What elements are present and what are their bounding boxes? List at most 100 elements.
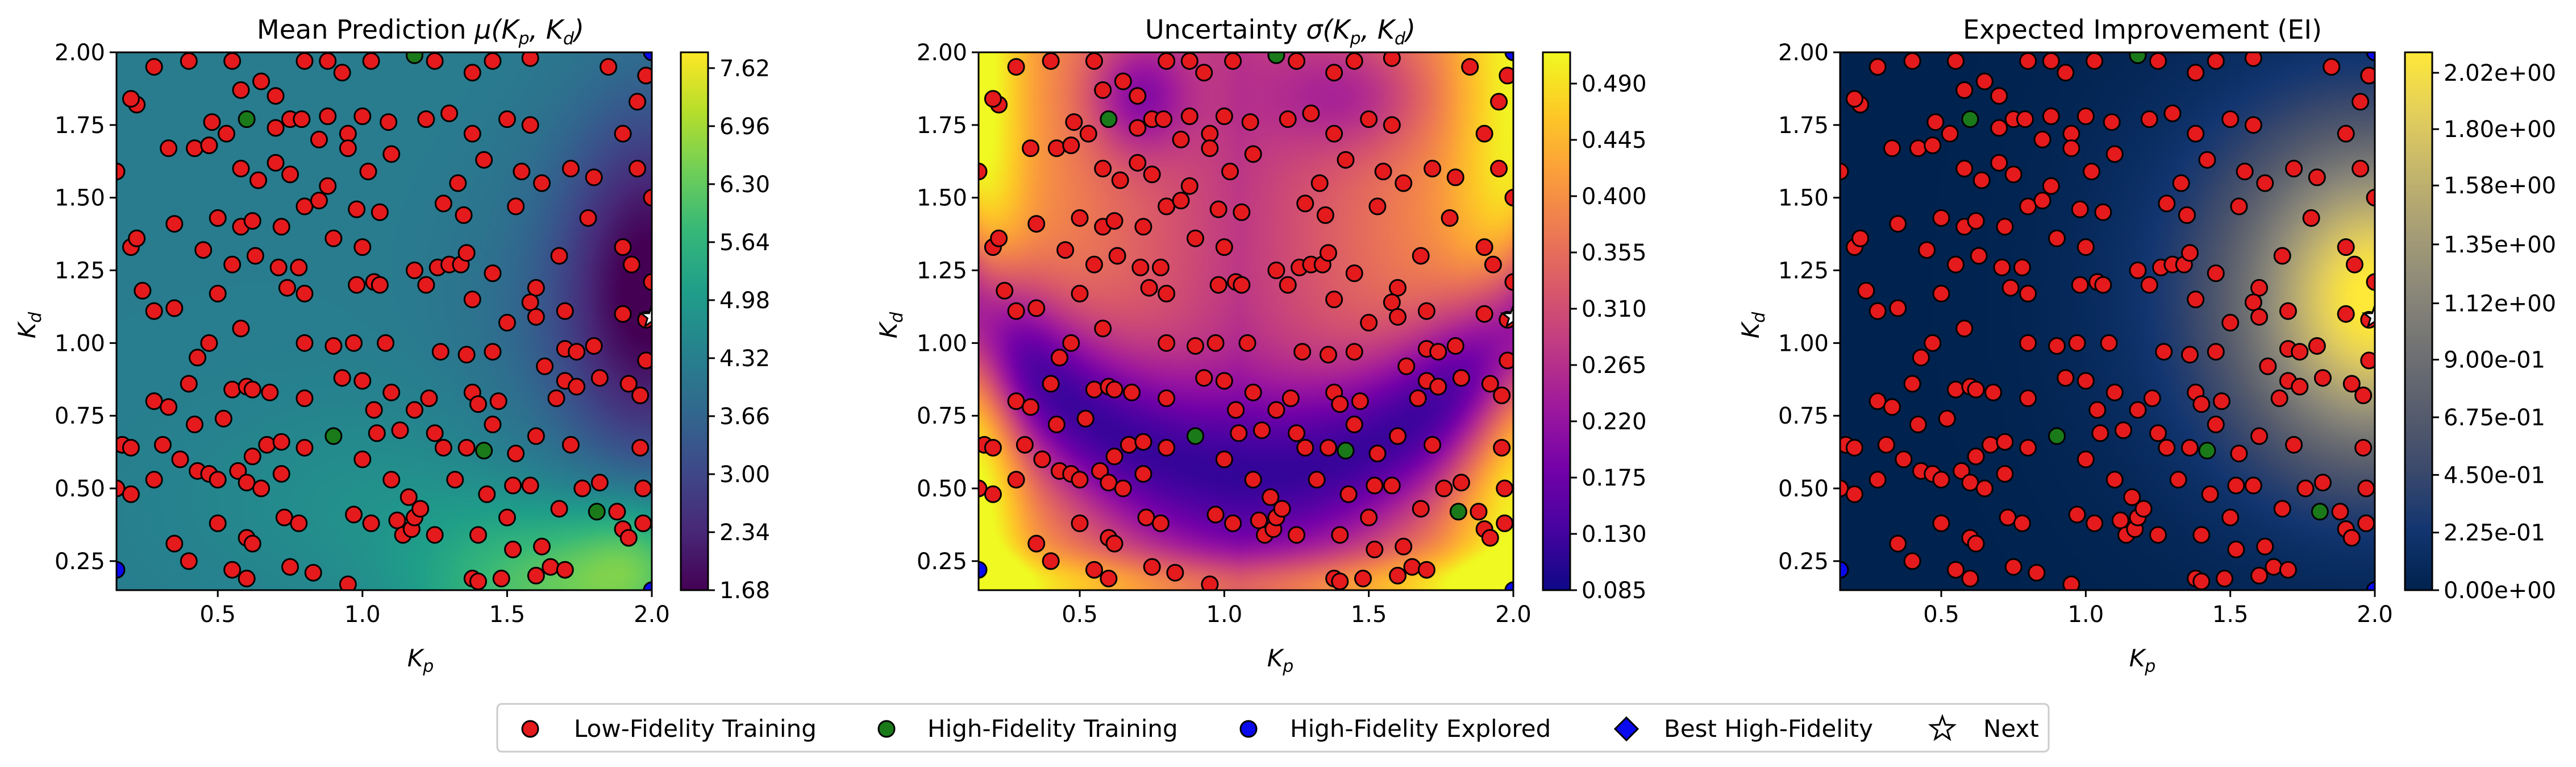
high-fidelity-training-point — [1186, 427, 1204, 445]
low-fidelity-point — [368, 424, 386, 442]
low-fidelity-point — [353, 372, 372, 390]
high-fidelity-explored-point — [116, 561, 126, 579]
low-fidelity-point — [160, 398, 178, 416]
y-tick-label: 2.00 — [55, 40, 105, 66]
low-fidelity-point — [498, 508, 516, 526]
low-fidelity-point — [1895, 450, 1913, 469]
low-fidelity-point — [1496, 514, 1513, 532]
low-fidelity-point — [547, 389, 565, 408]
low-fidelity-point — [180, 552, 198, 570]
low-fidelity-point — [1155, 110, 1173, 128]
low-fidelity-point — [1912, 349, 1930, 367]
colorbar-tick-label: 0.445 — [1582, 127, 1647, 154]
high-fidelity-training-point — [1267, 52, 1285, 64]
x-tick-label: 0.5 — [199, 602, 236, 628]
low-fidelity-point — [2149, 526, 2167, 544]
next-point-star — [2361, 302, 2375, 329]
low-fidelity-point — [2256, 174, 2274, 192]
low-fidelity-point — [556, 561, 574, 579]
low-fidelity-point — [1475, 125, 1493, 143]
next-point-star — [638, 302, 652, 329]
low-fidelity-point — [1279, 110, 1297, 128]
low-fidelity-point — [1047, 139, 1066, 157]
low-fidelity-point — [426, 526, 444, 544]
low-fidelity-point — [2244, 52, 2262, 67]
x-tick-label: 1.0 — [2068, 602, 2104, 628]
y-tick-label: 2.00 — [1778, 40, 1829, 66]
colorbar-tick-label: 0.130 — [1582, 521, 1647, 548]
low-fidelity-point — [498, 110, 516, 128]
low-fidelity-point — [608, 503, 626, 521]
low-fidelity-point — [1845, 485, 1863, 503]
low-fidelity-point — [1114, 479, 1132, 497]
low-fidelity-point — [185, 139, 203, 157]
low-fidelity-point — [1105, 534, 1123, 553]
low-fidelity-point — [1395, 174, 1413, 192]
low-fidelity-point — [619, 529, 638, 547]
low-fidelity-point — [2019, 334, 2037, 352]
low-fidelity-point — [2057, 64, 2075, 82]
low-fidelity-point — [434, 438, 452, 457]
low-fidelity-point — [1366, 540, 1384, 558]
low-fidelity-point — [1100, 474, 1118, 492]
colorbar-tick-label: 4.98 — [719, 288, 770, 314]
heatmap-image — [116, 52, 652, 590]
low-fidelity-point — [590, 369, 609, 387]
low-fidelity-point — [275, 508, 293, 526]
low-fidelity-point — [1354, 570, 1372, 588]
low-fidelity-point — [2114, 421, 2132, 440]
low-fidelity-point — [2345, 255, 2363, 273]
high-fidelity-training-point — [238, 110, 256, 128]
low-fidelity-point — [1319, 244, 1337, 262]
low-fidelity-point — [1111, 171, 1129, 189]
low-fidelity-point — [431, 343, 450, 361]
low-fidelity-point — [2198, 151, 2216, 169]
low-fidelity-point — [2230, 197, 2248, 215]
low-fidelity-point — [2285, 160, 2303, 178]
low-fidelity-point — [1042, 375, 1060, 393]
low-fidelity-point — [2129, 262, 2147, 280]
low-fidelity-point — [2212, 392, 2230, 411]
low-fidelity-point — [345, 505, 363, 524]
low-fidelity-point — [2019, 197, 2037, 215]
low-fidelity-point — [1446, 337, 1464, 355]
low-fidelity-point — [362, 52, 380, 70]
low-fidelity-point — [371, 276, 389, 294]
y-tick-label: 0.50 — [917, 476, 967, 502]
low-fidelity-point — [223, 380, 242, 399]
low-fidelity-point — [1100, 570, 1118, 588]
low-fidelity-point — [223, 255, 242, 273]
low-fidelity-point — [1490, 160, 1508, 178]
low-fidelity-point — [484, 343, 502, 361]
colorbar-tick-label: 0.220 — [1582, 409, 1647, 435]
low-fidelity-point — [1238, 334, 1256, 352]
low-fidelity-point — [1903, 375, 1921, 393]
low-fidelity-point — [1417, 561, 1435, 579]
low-fidelity-point — [382, 383, 401, 401]
low-fidelity-point — [1027, 534, 1046, 553]
low-fidelity-point — [2230, 445, 2248, 463]
low-fidelity-point — [1325, 291, 1343, 309]
low-fidelity-point — [420, 389, 438, 408]
low-fidelity-point — [319, 177, 337, 195]
low-fidelity-point — [1868, 471, 1887, 489]
low-fidelity-point — [2216, 570, 2234, 588]
low-fidelity-point — [1325, 125, 1343, 143]
low-fidelity-point — [2076, 372, 2095, 390]
low-fidelity-point — [209, 514, 227, 532]
low-fidelity-point — [2352, 160, 2370, 178]
low-fidelity-point — [1085, 52, 1103, 70]
low-fidelity-point — [1056, 241, 1075, 259]
low-fidelity-point — [171, 450, 189, 469]
low-fidelity-point — [426, 52, 444, 70]
low-fidelity-point — [200, 334, 218, 352]
low-fidelity-point — [1981, 436, 1999, 454]
low-fidelity-point — [2192, 573, 2211, 590]
low-fidelity-point — [1337, 151, 1355, 169]
low-fidelity-point — [405, 262, 423, 280]
low-fidelity-point — [2076, 450, 2095, 469]
low-fidelity-point — [2308, 168, 2326, 186]
x-axis-label: Kp — [407, 644, 434, 677]
legend-marker-diamond — [1613, 716, 1639, 742]
low-fidelity-point — [590, 474, 609, 492]
